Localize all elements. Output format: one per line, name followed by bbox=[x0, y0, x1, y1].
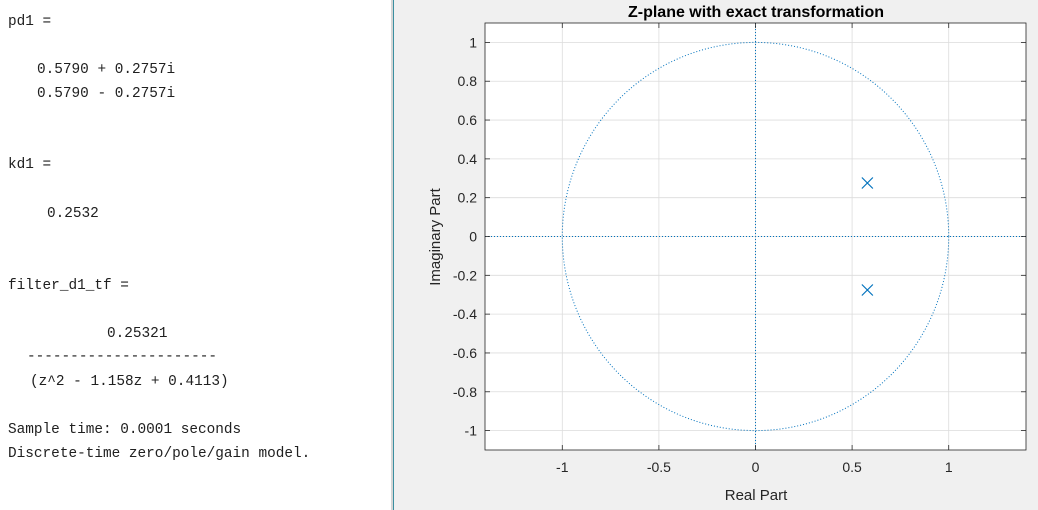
tf-header: filter_d1_tf = bbox=[8, 278, 129, 294]
zplane-chart: Z-plane with exact transformation -1 -0.5… bbox=[427, 4, 1027, 504]
pole-markers bbox=[861, 177, 874, 296]
pd1-value-2: 0.5790 - 0.2757i bbox=[37, 86, 176, 102]
x-tick-label: 0 bbox=[752, 459, 760, 475]
axis-ticks: -1 -0.5 0 0.5 1 1 0.8 0.6 0.4 0.2 0 -0.2 -0.4 -0.6 -0.… bbox=[453, 23, 1026, 475]
pole-marker-1 bbox=[861, 177, 874, 189]
model-type-text: Discrete-time zero/pole/gain model. bbox=[8, 446, 311, 462]
y-tick-label: 0.2 bbox=[458, 190, 478, 206]
y-tick-label: -1 bbox=[465, 423, 478, 439]
chart-title: Z-plane with exact transformation bbox=[628, 4, 884, 21]
y-tick-label: 1 bbox=[469, 34, 477, 50]
unit-circle-guides bbox=[485, 23, 1026, 450]
y-tick-label: -0.6 bbox=[453, 345, 477, 361]
y-tick-label: 0 bbox=[469, 229, 477, 245]
tf-fraction-bar: ---------------------- bbox=[27, 349, 217, 365]
y-tick-label: -0.2 bbox=[453, 267, 477, 283]
x-axis-label: Real Part bbox=[725, 487, 788, 504]
kd1-header: kd1 = bbox=[8, 157, 52, 173]
y-tick-label: -0.4 bbox=[453, 306, 477, 322]
pole-marker-2 bbox=[861, 284, 874, 296]
unit-circle bbox=[561, 41, 950, 432]
tf-denominator: (z^2 - 1.158z + 0.4113) bbox=[30, 374, 229, 390]
command-window[interactable]: pd1 = 0.5790 + 0.2757i 0.5790 - 0.2757i … bbox=[0, 0, 391, 510]
y-tick-label: 0.4 bbox=[458, 151, 478, 167]
y-axis-label: Imaginary Part bbox=[427, 187, 444, 285]
pd1-value-1: 0.5790 + 0.2757i bbox=[37, 62, 176, 78]
panel-splitter[interactable] bbox=[391, 0, 394, 510]
kd1-value: 0.2532 bbox=[47, 206, 99, 222]
figure-window: Z-plane with exact transformation -1 -0.5… bbox=[395, 0, 1038, 510]
pd1-header: pd1 = bbox=[8, 14, 52, 30]
y-tick-label: 0.6 bbox=[458, 112, 478, 128]
y-tick-label: 0.8 bbox=[458, 73, 478, 89]
x-tick-label: 0.5 bbox=[842, 459, 862, 475]
x-tick-label: -0.5 bbox=[647, 459, 671, 475]
x-tick-label: 1 bbox=[945, 459, 953, 475]
y-tick-label: -0.8 bbox=[453, 384, 477, 400]
x-tick-label: -1 bbox=[556, 459, 569, 475]
tf-numerator: 0.25321 bbox=[107, 326, 168, 342]
sample-time-text: Sample time: 0.0001 seconds bbox=[8, 422, 242, 438]
